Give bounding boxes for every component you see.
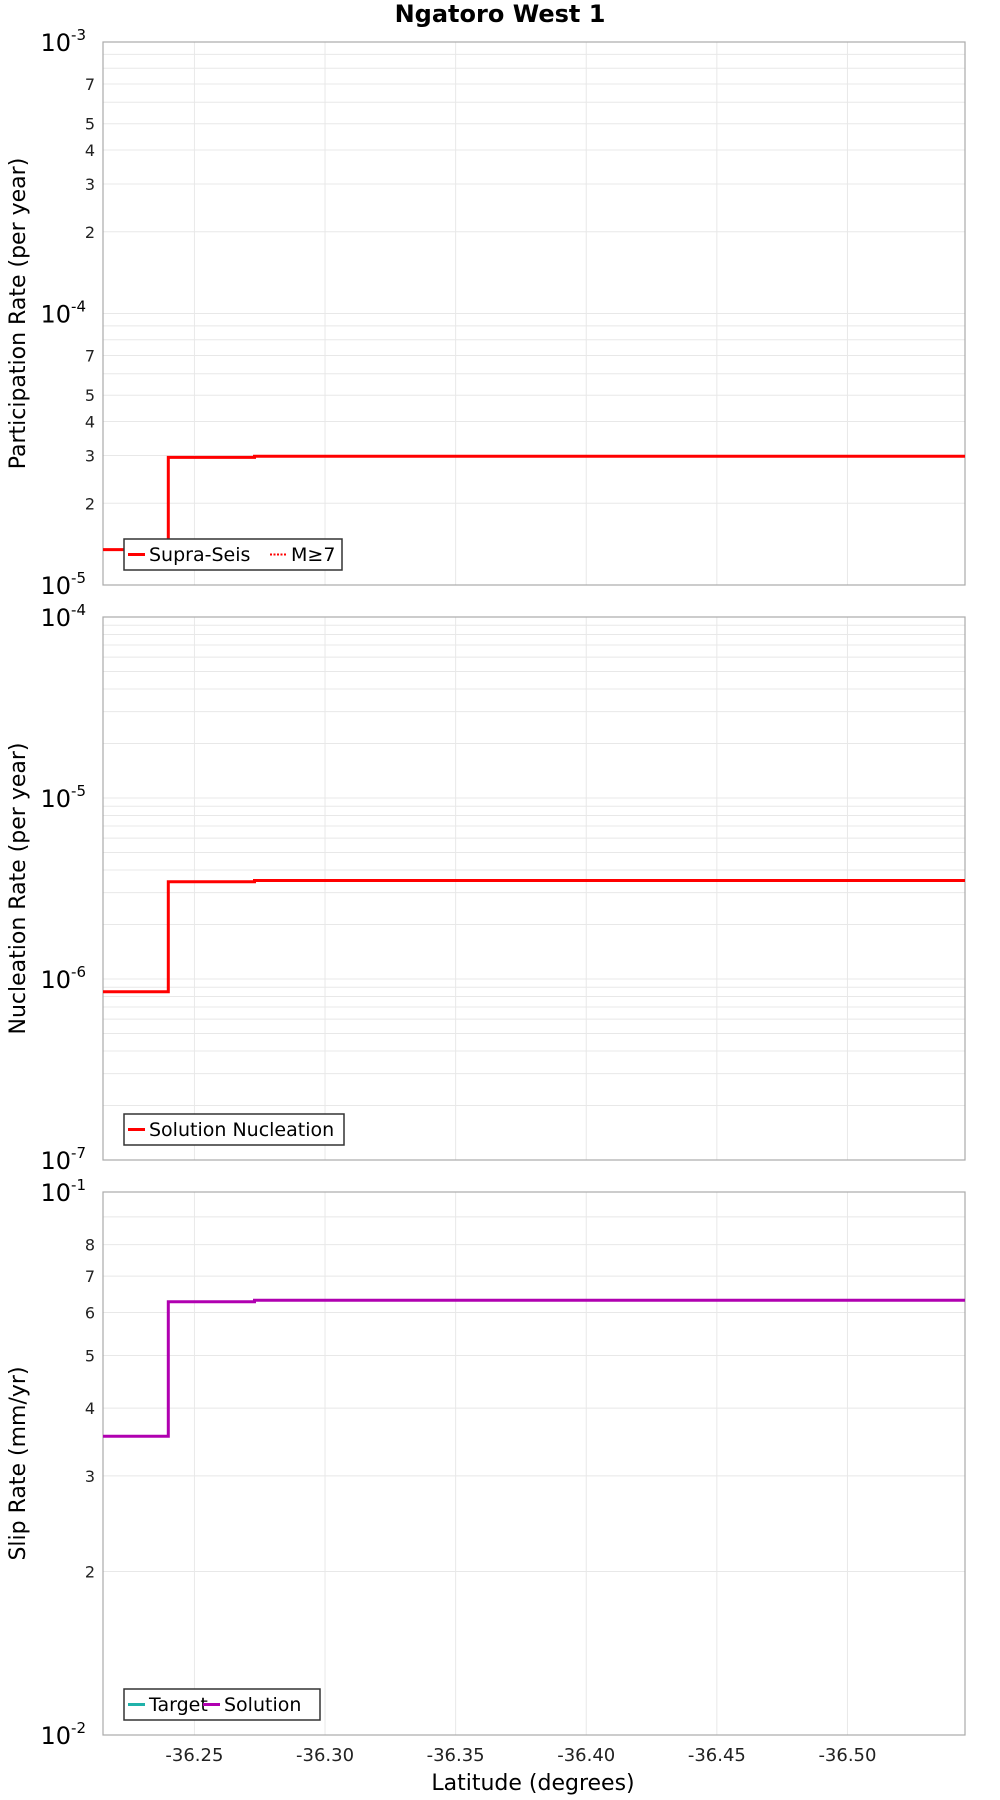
legend: Solution Nucleation (123, 1113, 345, 1146)
legend-box (123, 1688, 321, 1721)
x-tick-label: -36.35 (427, 1745, 485, 1766)
y-tick-minor: 5 (85, 386, 95, 405)
y-tick-major: 10-6 (40, 963, 86, 994)
y-tick-minor: 6 (85, 1303, 95, 1322)
y-tick-exponent: -3 (71, 26, 86, 44)
y-tick-major: 10-1 (40, 1176, 86, 1207)
y-tick-major: 10-4 (40, 601, 86, 632)
legend-label: Solution (224, 1694, 301, 1716)
y-tick-major: 10-2 (40, 1719, 86, 1750)
y-tick-base: 10 (40, 301, 71, 329)
legend-label: M≥7 (291, 544, 335, 566)
y-tick-minor: 8 (85, 1236, 95, 1255)
y-tick-minor: 4 (85, 1399, 95, 1418)
y-tick-exponent: -1 (71, 1176, 86, 1194)
y-tick-base: 10 (40, 29, 71, 57)
y-tick-minor: 5 (85, 115, 95, 134)
x-tick-label: -36.25 (165, 1745, 223, 1766)
y-tick-major: 10-3 (40, 26, 86, 57)
y-tick-minor: 3 (85, 175, 95, 194)
y-tick-base: 10 (40, 785, 71, 813)
y-axis-label: Nucleation Rate (per year) (6, 743, 31, 1035)
y-tick-exponent: -5 (71, 782, 86, 800)
x-axis-label: Latitude (degrees) (431, 1771, 634, 1796)
legend-box (123, 1113, 345, 1146)
y-tick-exponent: -4 (71, 298, 86, 316)
y-tick-exponent: -4 (71, 601, 86, 619)
y-tick-exponent: -6 (71, 963, 86, 981)
y-tick-base: 10 (40, 1179, 71, 1207)
y-tick-minor: 4 (85, 141, 95, 160)
y-tick-base: 10 (40, 572, 71, 600)
y-tick-minor: 5 (85, 1346, 95, 1365)
legend-box (123, 538, 343, 571)
y-axis-label: Participation Rate (per year) (6, 158, 31, 470)
y-tick-major: 10-4 (40, 298, 86, 329)
legend-label: Solution Nucleation (149, 1119, 334, 1141)
y-tick-minor: 7 (85, 347, 95, 366)
y-tick-minor: 2 (85, 223, 95, 242)
y-tick-minor: 4 (85, 413, 95, 432)
legend-label: Target (148, 1694, 208, 1716)
legend: Supra-Seis M≥7 (123, 538, 343, 571)
y-tick-exponent: -7 (71, 1144, 86, 1162)
plot-frame (102, 1191, 966, 1736)
y-tick-minor: 3 (85, 446, 95, 465)
x-tick-label: -36.50 (818, 1745, 876, 1766)
chart-title: Ngatoro West 1 (395, 0, 606, 28)
y-tick-base: 10 (40, 604, 71, 632)
legend-label: Supra-Seis (149, 544, 250, 566)
y-tick-base: 10 (40, 966, 71, 994)
y-tick-minor: 7 (85, 1267, 95, 1286)
y-tick-base: 10 (40, 1147, 71, 1175)
y-tick-major: 10-5 (40, 569, 86, 600)
plot-frame (102, 616, 966, 1161)
x-tick-label: -36.30 (296, 1745, 354, 1766)
y-tick-minor: 3 (85, 1467, 95, 1486)
y-tick-major: 10-5 (40, 782, 86, 813)
y-tick-exponent: -2 (71, 1719, 86, 1737)
x-tick-label: -36.40 (557, 1745, 615, 1766)
y-tick-minor: 2 (85, 494, 95, 513)
legend: Target Solution (123, 1688, 321, 1721)
y-tick-minor: 7 (85, 75, 95, 94)
x-tick-label: -36.45 (688, 1745, 746, 1766)
plot-frame (102, 41, 966, 586)
y-tick-major: 10-7 (40, 1144, 86, 1175)
series-line-3-2 (103, 1298, 965, 1438)
y-tick-minor: 2 (85, 1563, 95, 1582)
y-tick-exponent: -5 (71, 569, 86, 587)
series-line-2-1 (103, 879, 965, 994)
y-tick-base: 10 (40, 1722, 71, 1750)
y-axis-label: Slip Rate (mm/yr) (6, 1366, 31, 1560)
